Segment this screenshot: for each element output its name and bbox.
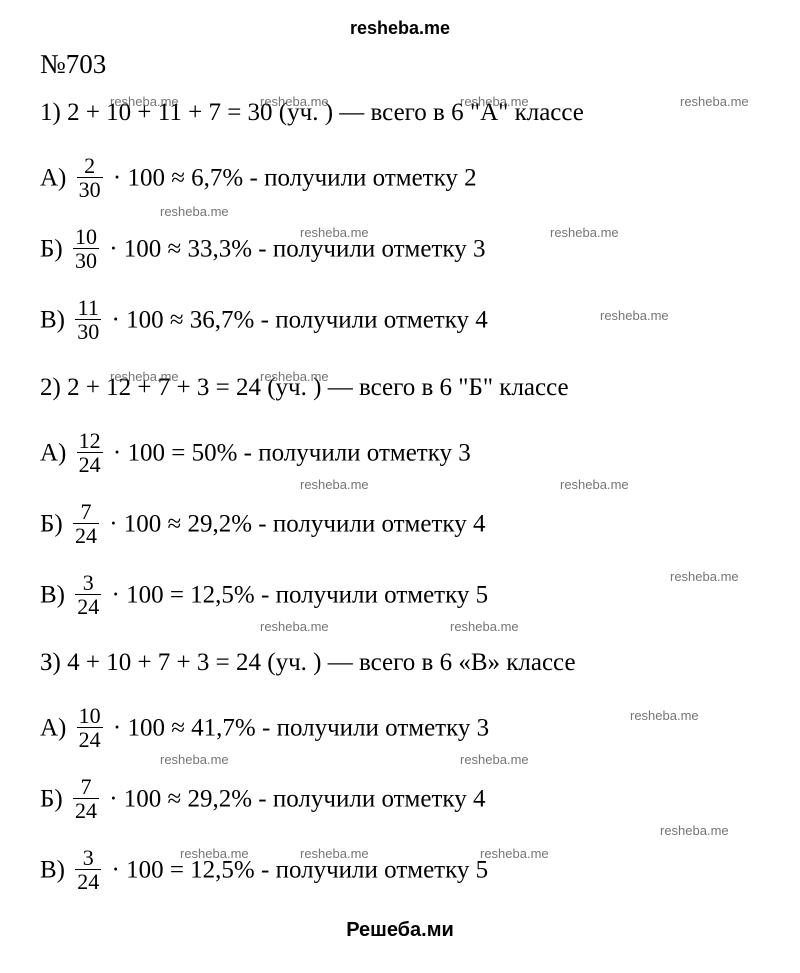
watermark: resheba.me	[670, 567, 739, 587]
line-post: · 100 ≈ 6,7% - получили отметку 2	[107, 164, 477, 191]
page: resheba.me №703 1) 2 + 10 + 11 + 7 = 30 …	[0, 0, 800, 973]
line-post: · 100 ≈ 29,2% - получили отметку 4	[103, 785, 486, 812]
line-label: В)	[40, 856, 71, 883]
fraction-numerator: 10	[73, 225, 99, 248]
line-label: А)	[40, 714, 73, 741]
watermark: resheba.me	[560, 475, 629, 495]
solution-body: 1) 2 + 10 + 11 + 7 = 30 (уч. ) — всего в…	[40, 94, 760, 895]
solution-line: В) 324 · 100 = 12,5% - получили отметку …	[40, 848, 760, 895]
fraction-denominator: 24	[73, 523, 99, 547]
watermark: resheba.me	[480, 844, 549, 864]
line-label: 1)	[40, 99, 67, 126]
fraction-denominator: 24	[75, 594, 101, 618]
fraction-numerator: 10	[77, 704, 103, 727]
watermark: resheba.me	[260, 617, 329, 637]
solution-line: В) 324 · 100 = 12,5% - получили отметку …	[40, 573, 760, 620]
watermark: resheba.me	[680, 92, 749, 112]
line-label: А)	[40, 439, 73, 466]
line-post: · 100 ≈ 41,7% - получили отметку 3	[107, 714, 490, 741]
watermark: resheba.me	[550, 223, 619, 243]
line-post: · 100 = 50% - получили отметку 3	[107, 439, 471, 466]
watermark: resheba.me	[450, 617, 519, 637]
line-text: 2 + 10 + 11 + 7 = 30 (уч. ) — всего в 6 …	[67, 99, 584, 126]
fraction-denominator: 30	[73, 248, 99, 272]
line-post: · 100 ≈ 29,2% - получили отметку 4	[103, 510, 486, 537]
line-post: · 100 = 12,5% - получили отметку 5	[105, 856, 488, 883]
line-label: 2)	[40, 374, 67, 401]
fraction-denominator: 24	[73, 798, 99, 822]
solution-line: Б) 1030 · 100 ≈ 33,3% - получили отметку…	[40, 227, 760, 274]
line-text: 2 + 12 + 7 + 3 = 24 (уч. ) — всего в 6 "…	[67, 374, 569, 401]
solution-line: Б) 724 · 100 ≈ 29,2% - получили отметку …	[40, 502, 760, 549]
fraction-denominator: 24	[75, 869, 101, 893]
fraction: 324	[75, 846, 101, 893]
fraction: 1030	[73, 225, 99, 272]
fraction-denominator: 30	[77, 177, 103, 201]
problem-number: №703	[40, 49, 760, 80]
fraction: 1024	[77, 704, 103, 751]
line-text: 4 + 10 + 7 + 3 = 24 (уч. ) — всего в 6 «…	[67, 649, 575, 676]
watermark: resheba.me	[630, 706, 699, 726]
solution-line: А) 1224 · 100 = 50% - получили отметку 3…	[40, 431, 760, 478]
brand-footer: Решеба.ми	[40, 919, 760, 942]
solution-line: 1) 2 + 10 + 11 + 7 = 30 (уч. ) — всего в…	[40, 94, 760, 132]
line-post: · 100 = 12,5% - получили отметку 5	[105, 581, 488, 608]
fraction: 324	[75, 571, 101, 618]
watermark: resheba.me	[160, 202, 229, 222]
line-label: В)	[40, 306, 71, 333]
solution-line: В) 1130 · 100 ≈ 36,7% - получили отметку…	[40, 298, 760, 345]
brand-top: resheba.me	[40, 18, 760, 39]
watermark: resheba.me	[460, 750, 529, 770]
fraction-denominator: 30	[75, 319, 101, 343]
fraction-numerator: 11	[75, 296, 101, 319]
fraction-numerator: 3	[75, 846, 101, 869]
solution-line: А) 230 · 100 ≈ 6,7% - получили отметку 2…	[40, 156, 760, 203]
fraction: 1130	[75, 296, 101, 343]
watermark: resheba.me	[660, 821, 729, 841]
line-post: · 100 ≈ 33,3% - получили отметку 3	[103, 235, 486, 262]
line-label: Б)	[40, 235, 69, 262]
line-label: В)	[40, 581, 71, 608]
line-label: А)	[40, 164, 73, 191]
line-label: З)	[40, 649, 67, 676]
watermark: resheba.me	[300, 475, 369, 495]
fraction-numerator: 7	[73, 775, 99, 798]
fraction-denominator: 24	[77, 727, 103, 751]
fraction: 1224	[77, 429, 103, 476]
solution-line: З) 4 + 10 + 7 + 3 = 24 (уч. ) — всего в …	[40, 644, 760, 682]
line-label: Б)	[40, 785, 69, 812]
fraction-numerator: 3	[75, 571, 101, 594]
line-label: Б)	[40, 510, 69, 537]
fraction-numerator: 12	[77, 429, 103, 452]
fraction-denominator: 24	[77, 452, 103, 476]
watermark: resheba.me	[160, 750, 229, 770]
line-post: · 100 ≈ 36,7% - получили отметку 4	[105, 306, 488, 333]
solution-line: Б) 724 · 100 ≈ 29,2% - получили отметку …	[40, 777, 760, 824]
fraction: 724	[73, 775, 99, 822]
fraction-numerator: 7	[73, 500, 99, 523]
fraction: 724	[73, 500, 99, 547]
solution-line: 2) 2 + 12 + 7 + 3 = 24 (уч. ) — всего в …	[40, 369, 760, 407]
fraction: 230	[77, 154, 103, 201]
fraction-numerator: 2	[77, 154, 103, 177]
watermark: resheba.me	[600, 306, 669, 326]
solution-line: А) 1024 · 100 ≈ 41,7% - получили отметку…	[40, 706, 760, 753]
